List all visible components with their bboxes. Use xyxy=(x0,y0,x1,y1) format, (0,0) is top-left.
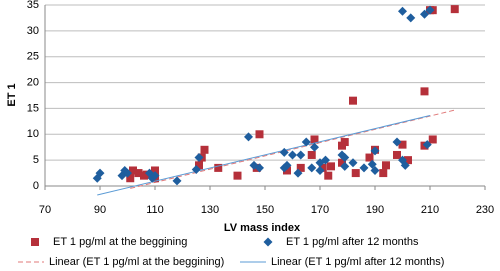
marker-square xyxy=(450,5,459,14)
y-tick-label: 35 xyxy=(27,0,39,11)
marker-diamond xyxy=(340,153,350,163)
marker-square xyxy=(233,171,242,180)
marker-square xyxy=(338,158,346,167)
marker-square xyxy=(340,138,349,147)
marker-diamond xyxy=(321,155,330,165)
y-tick-label: 25 xyxy=(27,51,39,63)
y-tick-label: 5 xyxy=(33,154,39,166)
marker-square xyxy=(129,166,137,175)
marker-diamond xyxy=(263,237,273,247)
marker-diamond xyxy=(307,163,317,173)
legend-label: Linear (ET 1 pg/ml after 12 months) xyxy=(271,256,444,268)
marker-diamond xyxy=(123,168,132,178)
marker-diamond xyxy=(150,171,160,181)
marker-diamond xyxy=(296,150,306,160)
marker-diamond xyxy=(370,165,380,175)
marker-diamond xyxy=(420,9,429,19)
marker-diamond xyxy=(422,140,432,150)
marker-diamond xyxy=(340,161,350,171)
x-tick-label: 190 xyxy=(366,204,384,216)
marker-square xyxy=(214,163,223,172)
marker-diamond xyxy=(172,176,182,186)
marker-square xyxy=(420,87,429,96)
marker-diamond xyxy=(301,137,311,147)
marker-diamond xyxy=(244,132,253,142)
marker-square xyxy=(134,169,143,178)
marker-square xyxy=(31,238,39,246)
x-tick-label: 170 xyxy=(311,204,329,216)
marker-square xyxy=(200,145,209,154)
legend-label: ET 1 pg/ml after 12 months xyxy=(286,236,419,248)
marker-square xyxy=(255,130,264,139)
marker-diamond xyxy=(398,6,407,16)
x-tick-label: 130 xyxy=(201,204,219,216)
marker-square xyxy=(151,166,159,175)
legend-label: ET 1 pg/ml at the beggining xyxy=(53,236,187,248)
x-tick-label: 110 xyxy=(146,204,164,216)
marker-square xyxy=(296,163,305,172)
marker-diamond xyxy=(348,158,358,168)
marker-square xyxy=(404,156,412,165)
marker-diamond xyxy=(293,168,303,178)
x-tick-label: 90 xyxy=(94,204,106,216)
marker-square xyxy=(283,166,291,175)
marker-square xyxy=(307,150,316,159)
marker-diamond xyxy=(95,168,105,178)
marker-diamond xyxy=(392,137,402,147)
marker-diamond xyxy=(400,160,410,170)
marker-diamond xyxy=(315,165,325,175)
marker-diamond xyxy=(194,153,204,163)
marker-diamond xyxy=(191,164,201,174)
marker-diamond xyxy=(255,163,264,173)
marker-diamond xyxy=(406,13,416,23)
marker-square xyxy=(318,163,327,172)
marker-square xyxy=(398,140,407,149)
marker-diamond xyxy=(282,160,292,170)
y-tick-label: 10 xyxy=(27,128,39,140)
marker-diamond xyxy=(288,150,297,160)
x-tick-label: 210 xyxy=(421,204,439,216)
y-axis-title: ET 1 xyxy=(6,83,18,106)
marker-square xyxy=(195,161,203,170)
marker-square xyxy=(310,135,319,144)
x-axis-title: LV mass index xyxy=(224,222,301,234)
marker-diamond xyxy=(279,147,289,157)
marker-diamond xyxy=(310,142,319,152)
marker-square xyxy=(382,161,390,170)
marker-square xyxy=(126,174,135,183)
marker-square xyxy=(349,96,357,105)
marker-square xyxy=(327,162,335,171)
y-tick-label: 15 xyxy=(27,102,39,114)
marker-square xyxy=(324,171,333,180)
marker-square xyxy=(379,169,388,178)
trendline xyxy=(130,109,455,189)
x-tick-label: 70 xyxy=(39,204,51,216)
marker-square xyxy=(351,169,360,178)
marker-square xyxy=(393,150,401,159)
y-tick-label: 30 xyxy=(27,25,39,37)
x-tick-label: 150 xyxy=(256,204,274,216)
y-tick-label: 0 xyxy=(33,180,39,192)
marker-square xyxy=(428,135,437,144)
x-tick-label: 230 xyxy=(476,204,494,216)
legend-label: Linear (ET 1 pg/ml at the beggining) xyxy=(49,256,224,268)
y-tick-label: 20 xyxy=(27,76,39,88)
trendline xyxy=(97,115,431,196)
marker-square xyxy=(365,153,374,162)
marker-diamond xyxy=(370,146,380,156)
marker-diamond xyxy=(425,5,435,15)
marker-diamond xyxy=(359,163,369,173)
